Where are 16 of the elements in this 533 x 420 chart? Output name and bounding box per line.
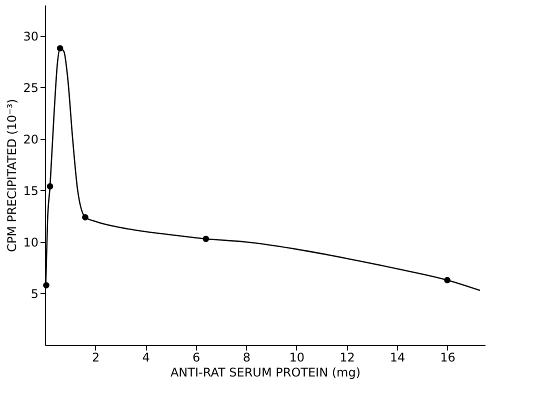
y-tick-label: 15 — [23, 184, 38, 198]
x-tick-label: 12 — [340, 350, 355, 364]
y-tick-label: 5 — [30, 286, 38, 301]
x-tick-label: 6 — [192, 350, 200, 364]
y-tick-label: 20 — [23, 132, 38, 146]
x-axis-title: ANTI-RAT SERUM PROTEIN (mg) — [170, 366, 361, 380]
x-tick-label: 16 — [440, 350, 456, 364]
x-tick-label: 4 — [142, 350, 150, 364]
y-axis-title: CPM PRECIPITATED (10⁻³) — [5, 98, 20, 252]
x-tick-label: 2 — [92, 350, 100, 364]
x-tick-label: 8 — [242, 350, 250, 364]
x-tick-label: 14 — [390, 350, 406, 364]
y-tick-label: 25 — [23, 80, 38, 95]
y-tick-label: 30 — [23, 29, 38, 44]
y-tick-label: 10 — [23, 235, 38, 250]
x-tick-label: 10 — [289, 350, 305, 364]
